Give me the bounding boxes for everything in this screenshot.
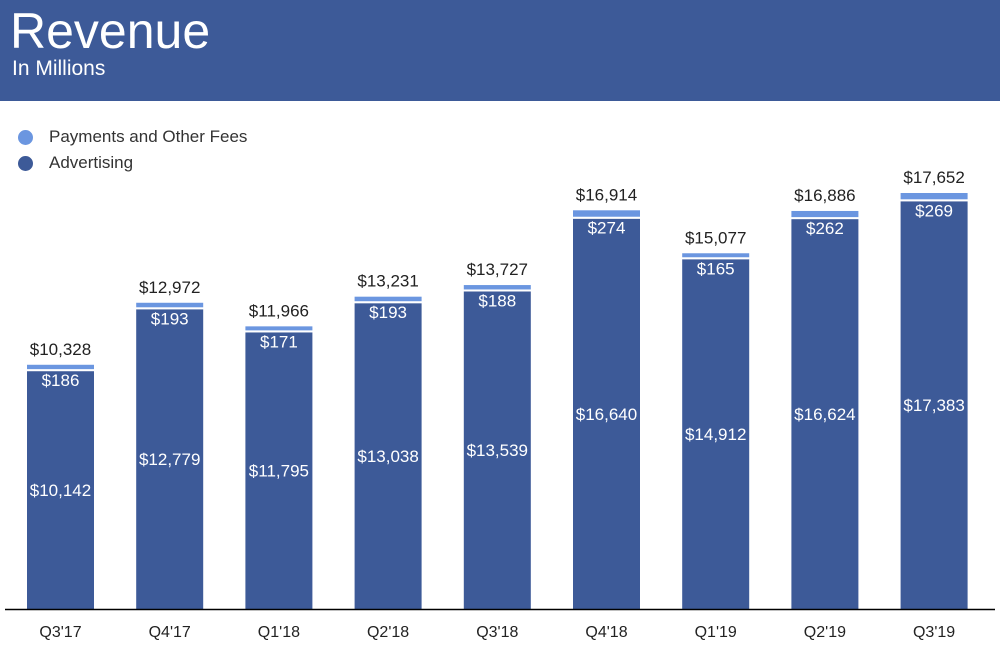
advertising-label: $12,779	[139, 450, 200, 469]
legend-item-advertising: Advertising	[18, 150, 247, 176]
total-label: $17,652	[903, 168, 964, 187]
payments-label: $274	[588, 219, 626, 238]
bar-separator	[463, 289, 531, 292]
bar-advertising	[791, 219, 859, 610]
payments-label: $269	[915, 201, 953, 220]
x-tick-label: Q2'19	[804, 624, 846, 641]
page-title: Revenue	[10, 3, 211, 59]
bar-advertising	[354, 303, 422, 609]
total-label: $10,328	[30, 340, 91, 359]
bar-payments	[354, 296, 422, 302]
payments-label: $193	[151, 309, 189, 328]
x-tick-label: Q3'17	[39, 624, 81, 641]
x-tick-label: Q4'17	[149, 624, 191, 641]
x-tick-label: Q3'18	[476, 624, 518, 641]
total-label: $15,077	[685, 228, 746, 247]
advertising-label: $13,539	[467, 441, 528, 460]
legend-label-advertising: Advertising	[49, 153, 134, 172]
bar-separator	[354, 301, 422, 304]
payments-label: $188	[478, 291, 516, 310]
bar-payments	[136, 302, 204, 308]
advertising-label: $11,795	[249, 462, 309, 481]
payments-label: $171	[260, 332, 298, 351]
header-banner: Revenue In Millions	[0, 0, 1000, 101]
total-label: $16,914	[576, 185, 637, 204]
bar-advertising	[136, 309, 204, 609]
advertising-label: $14,912	[685, 425, 746, 444]
bar-payments	[463, 285, 531, 290]
bar-payments	[900, 193, 968, 200]
bar-separator	[791, 217, 859, 220]
x-tick-label: Q4'18	[585, 624, 627, 641]
total-label: $11,966	[249, 301, 309, 320]
payments-label: $193	[369, 303, 407, 322]
legend: Payments and Other Fees Advertising	[18, 124, 247, 176]
bar-separator	[136, 307, 204, 310]
advertising-label: $16,624	[794, 405, 855, 424]
payments-label: $165	[697, 259, 735, 278]
total-label: $13,231	[357, 272, 418, 291]
legend-dot-payments-icon	[18, 129, 33, 145]
bar-advertising	[682, 259, 750, 609]
total-label: $12,972	[139, 278, 200, 297]
bar-payments	[682, 253, 750, 258]
page-subtitle: In Millions	[12, 57, 106, 80]
bar-advertising	[27, 371, 94, 609]
advertising-label: $10,142	[30, 481, 91, 500]
bar-advertising	[573, 218, 640, 610]
x-tick-label: Q2'18	[367, 624, 409, 641]
bar-advertising	[245, 332, 313, 609]
legend-dot-advertising-icon	[18, 155, 33, 171]
bar-separator	[573, 216, 640, 219]
bar-advertising	[463, 291, 531, 609]
total-label: $13,727	[467, 260, 528, 279]
payments-label: $186	[42, 371, 80, 390]
bar-payments	[27, 364, 94, 370]
legend-item-payments: Payments and Other Fees	[18, 124, 247, 150]
x-tick-label: Q1'19	[695, 624, 737, 641]
bar-advertising	[900, 201, 968, 610]
bar-payments	[245, 326, 313, 331]
advertising-label: $16,640	[576, 405, 637, 424]
x-tick-label: Q3'19	[913, 624, 955, 641]
bar-separator	[682, 257, 750, 260]
advertising-label: $17,383	[903, 396, 964, 415]
legend-label-payments: Payments and Other Fees	[49, 127, 248, 146]
bar-payments	[791, 210, 859, 218]
bar-separator	[245, 330, 313, 333]
total-label: $16,886	[794, 186, 855, 205]
bar-separator	[27, 369, 94, 372]
bar-separator	[900, 199, 968, 202]
bar-payments	[573, 210, 640, 217]
payments-label: $262	[806, 219, 844, 238]
advertising-label: $13,038	[357, 447, 418, 466]
x-tick-label: Q1'18	[258, 624, 300, 641]
